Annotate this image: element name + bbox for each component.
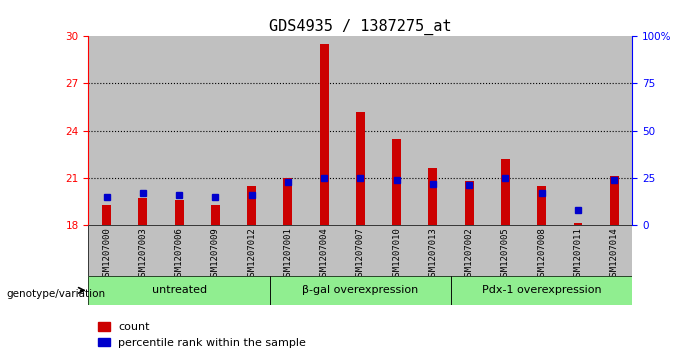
Text: GSM1207008: GSM1207008 (537, 228, 546, 281)
Bar (488, 225, 524, 276)
Bar (138, 198, 148, 225)
Text: β-gal overexpression: β-gal overexpression (303, 285, 418, 295)
Text: GSM1207010: GSM1207010 (392, 228, 401, 281)
Text: GSM1207007: GSM1207007 (356, 228, 365, 281)
Text: GSM1207000: GSM1207000 (102, 228, 111, 281)
Bar (88, 225, 124, 276)
Bar (306, 225, 342, 276)
Title: GDS4935 / 1387275_at: GDS4935 / 1387275_at (269, 19, 452, 35)
Bar (451, 225, 488, 276)
Legend: count, percentile rank within the sample: count, percentile rank within the sample (94, 318, 311, 352)
Bar (342, 225, 379, 276)
Bar (320, 44, 328, 225)
Bar (610, 176, 619, 225)
Text: GSM1207011: GSM1207011 (573, 228, 583, 281)
Bar (233, 36, 270, 225)
Text: GSM1207012: GSM1207012 (247, 228, 256, 281)
Text: Pdx-1 overexpression: Pdx-1 overexpression (482, 285, 602, 295)
Bar (596, 225, 632, 276)
Text: GSM1207013: GSM1207013 (428, 228, 437, 281)
Bar (379, 225, 415, 276)
Bar (270, 36, 306, 225)
Bar (415, 36, 451, 225)
Bar (102, 205, 111, 225)
Text: GSM1207002: GSM1207002 (464, 228, 474, 281)
Bar (211, 205, 220, 225)
Bar (124, 225, 161, 276)
Bar (197, 36, 233, 225)
Bar (537, 186, 546, 225)
Text: untreated: untreated (152, 285, 207, 295)
Bar (573, 224, 583, 225)
Bar (501, 159, 510, 225)
Bar (197, 225, 233, 276)
Bar (306, 36, 342, 225)
Text: GSM1207014: GSM1207014 (610, 228, 619, 281)
Bar (524, 225, 560, 276)
Bar (88, 276, 270, 305)
Bar (524, 36, 560, 225)
Bar (596, 36, 632, 225)
Bar (233, 225, 270, 276)
Bar (488, 36, 524, 225)
Bar (415, 225, 451, 276)
Bar (270, 276, 451, 305)
Bar (284, 178, 292, 225)
Bar (392, 139, 401, 225)
Bar (560, 36, 596, 225)
Bar (270, 225, 306, 276)
Text: GSM1207001: GSM1207001 (284, 228, 292, 281)
Bar (428, 168, 437, 225)
Bar (464, 181, 474, 225)
Bar (175, 200, 184, 225)
Bar (124, 36, 161, 225)
Text: GSM1207003: GSM1207003 (138, 228, 148, 281)
Bar (356, 112, 365, 225)
Bar (451, 36, 488, 225)
Bar (161, 36, 197, 225)
Text: GSM1207004: GSM1207004 (320, 228, 328, 281)
Bar (247, 186, 256, 225)
Bar (161, 225, 197, 276)
Bar (379, 36, 415, 225)
Bar (451, 276, 632, 305)
Text: GSM1207005: GSM1207005 (501, 228, 510, 281)
Text: genotype/variation: genotype/variation (7, 289, 106, 299)
Bar (88, 36, 124, 225)
Text: GSM1207006: GSM1207006 (175, 228, 184, 281)
Text: GSM1207009: GSM1207009 (211, 228, 220, 281)
Bar (342, 36, 379, 225)
Bar (560, 225, 596, 276)
